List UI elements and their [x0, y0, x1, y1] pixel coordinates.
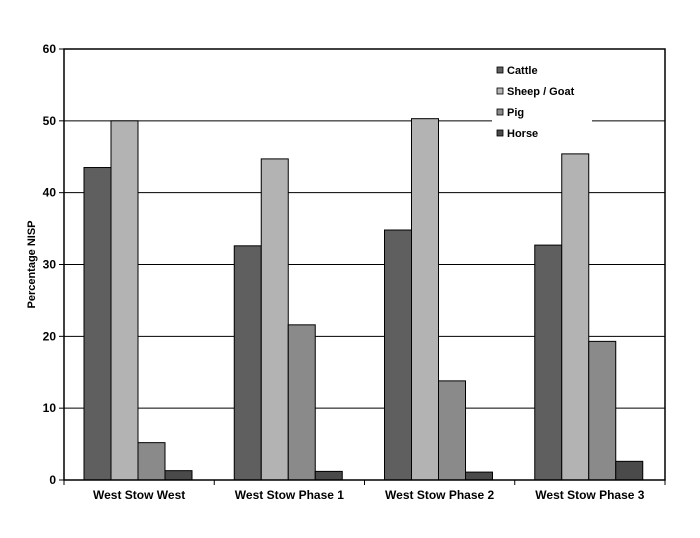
y-tick-label: 50	[43, 114, 57, 128]
bar-pig-2	[287, 324, 316, 481]
bar-horse-1	[164, 470, 193, 481]
bar-pig-1	[137, 442, 166, 481]
y-tick-label: 10	[43, 401, 57, 415]
bar-cattle-3	[384, 229, 412, 481]
bar-sheep-goat-2	[260, 158, 289, 481]
legend-label: Sheep / Goat	[507, 86, 575, 98]
y-tick-label: 60	[43, 42, 57, 56]
y-tick-label: 40	[43, 186, 57, 200]
bar-horse-4	[615, 460, 644, 481]
axes: 0 10 20 30 40 50 60 West Stow West West Stow Pha…	[43, 42, 666, 502]
bar-pig-3	[438, 380, 466, 481]
legend-label: Pig	[507, 107, 524, 119]
bar-cattle-1	[83, 167, 112, 481]
y-tick-label: 0	[49, 473, 56, 487]
x-tick-label: West Stow West	[93, 488, 185, 502]
legend-swatch	[496, 87, 504, 95]
legend-box	[492, 58, 592, 142]
bar-horse-2	[314, 470, 343, 481]
legend-label: Cattle	[507, 65, 538, 77]
y-tick-label: 30	[43, 258, 57, 272]
legend-swatch	[496, 66, 504, 74]
x-tick-label: West Stow Phase 1	[235, 488, 344, 502]
bar-cattle-4	[534, 244, 563, 481]
bar-sheep-goat-4	[561, 153, 590, 481]
legend-swatch	[496, 108, 504, 116]
bar-horse-3	[465, 471, 493, 481]
legend-swatch	[496, 129, 504, 137]
x-tick-label: West Stow Phase 3	[535, 488, 644, 502]
bar-pig-4	[588, 340, 617, 481]
x-tick-label: West Stow Phase 2	[385, 488, 494, 502]
bar-sheep-goat-3	[411, 118, 439, 481]
y-axis-title: Percentage NISP	[26, 220, 38, 308]
bars	[83, 118, 644, 481]
legend-label: Horse	[507, 128, 538, 140]
legend: Cattle Sheep / Goat Pig Horse	[492, 58, 592, 142]
bar-cattle-2	[233, 245, 262, 481]
y-tick-label: 20	[43, 329, 57, 343]
bar-sheep-goat-1	[110, 120, 139, 481]
